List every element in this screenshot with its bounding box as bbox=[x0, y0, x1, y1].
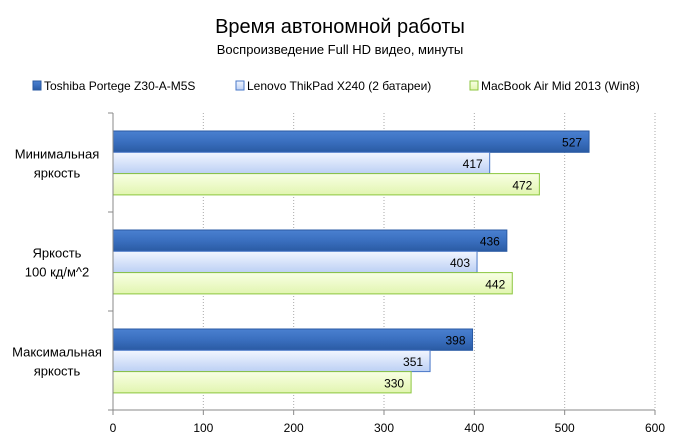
x-tick-label: 100 bbox=[193, 421, 213, 435]
data-label: 472 bbox=[512, 178, 532, 192]
bar bbox=[112, 173, 540, 196]
data-label: 351 bbox=[403, 355, 423, 369]
data-label: 330 bbox=[384, 376, 404, 390]
legend-swatch bbox=[235, 80, 245, 91]
legend-swatch bbox=[32, 80, 42, 91]
category-label: Яркость 100 кд/м^2 bbox=[25, 246, 89, 280]
legend-label: Lenovo ThikPad X240 (2 батареи) bbox=[247, 79, 431, 93]
axes: 0 100 200 300 400 500 600 Минимальная яркость Ярк… bbox=[12, 112, 665, 435]
chart-subtitle: Воспроизведение Full HD видео, минуты bbox=[217, 42, 464, 57]
bar bbox=[112, 229, 508, 252]
data-label: 436 bbox=[480, 235, 500, 249]
bar bbox=[112, 349, 431, 373]
data-label: 403 bbox=[450, 256, 470, 270]
bars: 527 417 472 436 403 442 398 351 330 bbox=[112, 130, 590, 394]
x-tick-label: 600 bbox=[645, 421, 665, 435]
legend-label: Toshiba Portege Z30-A-M5S bbox=[44, 79, 195, 93]
data-label: 527 bbox=[562, 136, 582, 150]
x-tick-label: 0 bbox=[110, 421, 117, 435]
x-tick-label: 300 bbox=[374, 421, 394, 435]
bar bbox=[112, 328, 474, 351]
category-label: Максимальная яркость bbox=[12, 345, 102, 379]
bar bbox=[112, 151, 491, 175]
x-tick-label: 400 bbox=[464, 421, 484, 435]
bar bbox=[112, 250, 478, 274]
chart-title: Время автономной работы bbox=[215, 16, 465, 38]
legend: Toshiba Portege Z30-A-M5S Lenovo ThikPad … bbox=[32, 79, 640, 93]
x-tick-label: 200 bbox=[284, 421, 304, 435]
data-label: 442 bbox=[485, 277, 505, 291]
data-label: 417 bbox=[463, 157, 483, 171]
bar bbox=[112, 130, 590, 153]
data-label: 398 bbox=[445, 334, 465, 348]
x-tick-label: 500 bbox=[555, 421, 575, 435]
bar bbox=[112, 272, 513, 295]
category-label: Минимальная яркость bbox=[15, 147, 100, 181]
bar bbox=[112, 371, 412, 394]
legend-label: MacBook Air Mid 2013 (Win8) bbox=[481, 79, 640, 93]
legend-swatch bbox=[469, 80, 479, 91]
